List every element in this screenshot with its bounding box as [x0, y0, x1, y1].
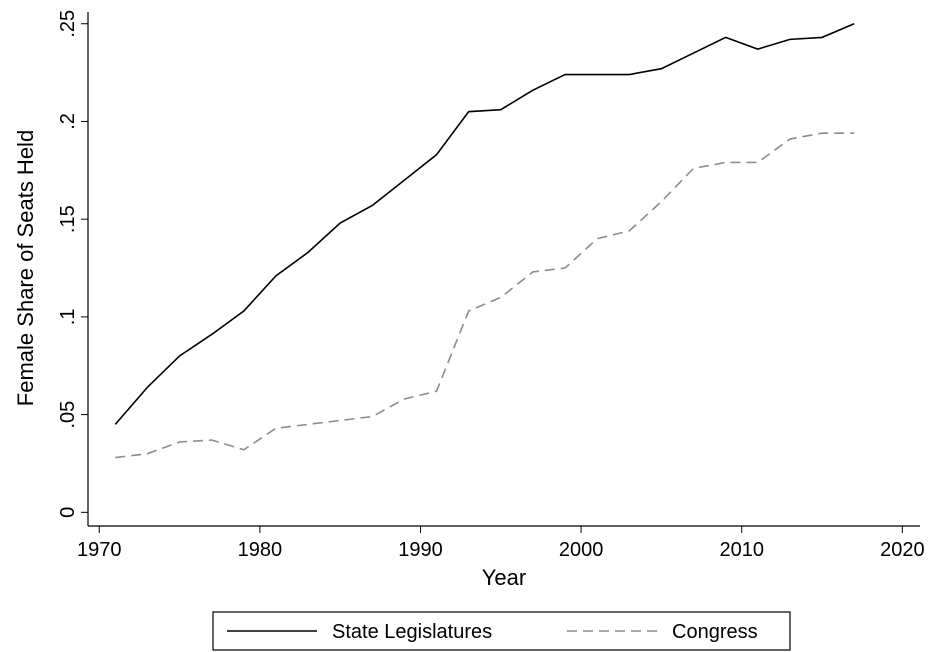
x-axis-label: Year — [482, 565, 526, 590]
y-tick-label: .05 — [57, 401, 79, 429]
series-line — [115, 132, 855, 459]
x-tick-label: 1980 — [238, 539, 283, 561]
y-tick-label: .25 — [57, 10, 79, 38]
y-tick-label: .15 — [57, 205, 79, 233]
x-tick-label: 1990 — [398, 539, 443, 561]
y-axis-label: Female Share of Seats Held — [13, 130, 38, 406]
legend-box — [212, 611, 791, 651]
x-tick-label: 2000 — [559, 539, 604, 561]
x-tick-label: 2010 — [719, 539, 764, 561]
y-tick-label: .2 — [57, 113, 79, 130]
legend-label: State Legislatures — [332, 621, 492, 643]
y-tick-label: 0 — [57, 507, 79, 518]
series-line — [114, 22, 855, 425]
y-tick-label: .1 — [57, 309, 79, 326]
legend-label: Congress — [672, 621, 758, 643]
x-tick-label: 1970 — [77, 539, 122, 561]
x-tick-label: 2020 — [880, 539, 925, 561]
